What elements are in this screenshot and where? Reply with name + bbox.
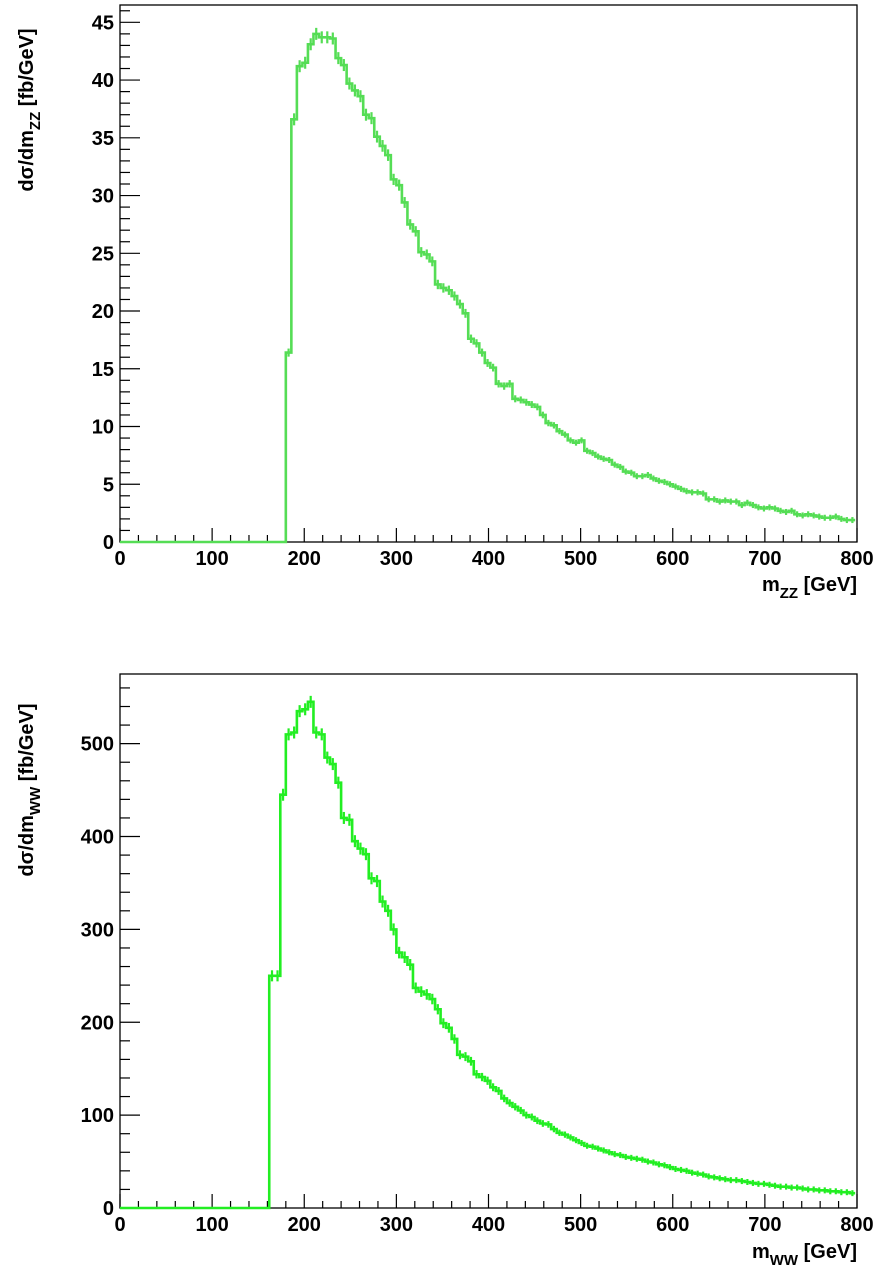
x-tick-label: 200 xyxy=(288,1214,321,1236)
y-axis-title-unit: [fb/GeV] xyxy=(16,703,38,786)
y-axis-title: dσ/dmWW [fb/GeV] xyxy=(16,703,44,876)
x-tick-label: 400 xyxy=(472,1214,505,1236)
x-axis-title-sub: ZZ xyxy=(780,585,798,602)
x-tick-label: 300 xyxy=(380,1214,413,1236)
y-axis-title-unit: [fb/GeV] xyxy=(16,28,38,111)
histogram-series xyxy=(120,702,855,1208)
x-tick-label: 100 xyxy=(195,1214,228,1236)
x-axis-title: mZZ [GeV] xyxy=(762,574,857,602)
y-tick-label: 500 xyxy=(81,734,114,756)
x-tick-label: 400 xyxy=(472,548,505,570)
y-tick-label: 200 xyxy=(81,1012,114,1034)
y-tick-label: 15 xyxy=(92,359,114,381)
x-tick-label: 600 xyxy=(656,548,689,570)
y-tick-label: 400 xyxy=(81,827,114,849)
plot-frame xyxy=(120,5,857,542)
y-tick-label: 35 xyxy=(92,128,114,150)
x-axis-title-main: m xyxy=(752,1241,770,1263)
y-axis-title-sub: ZZ xyxy=(27,112,44,130)
x-tick-label: 100 xyxy=(195,548,228,570)
x-tick-label: 0 xyxy=(114,1214,125,1236)
x-axis-title-sub: WW xyxy=(770,1252,799,1269)
ww-plot: 0 100 200 300 400 500 600 700 800 0 100 200 300 400 50… xyxy=(16,674,874,1269)
y-tick-label: 0 xyxy=(103,532,114,554)
x-tick-label: 700 xyxy=(748,1214,781,1236)
y-tick-label: 100 xyxy=(81,1105,114,1127)
zz-plot: 0 100 200 300 400 500 600 700 800 0 5 10 15 20 25 30 35 4… xyxy=(16,5,874,602)
x-tick-label: 200 xyxy=(288,548,321,570)
x-tick-label: 500 xyxy=(564,548,597,570)
x-axis-title-unit: [GeV] xyxy=(798,1241,857,1263)
y-axis-title-main: dσ/dm xyxy=(16,815,38,876)
x-axis-title-main: m xyxy=(762,574,780,596)
x-tick-label: 0 xyxy=(114,548,125,570)
plot-frame xyxy=(120,674,857,1208)
x-tick-label: 800 xyxy=(840,1214,873,1236)
x-tick-label: 500 xyxy=(564,1214,597,1236)
y-axis-title-sub: WW xyxy=(27,786,44,815)
y-tick-label: 0 xyxy=(103,1198,114,1220)
x-tick-label: 800 xyxy=(840,548,873,570)
x-tick-label: 600 xyxy=(656,1214,689,1236)
y-axis-title: dσ/dmZZ [fb/GeV] xyxy=(16,28,44,191)
y-tick-label: 5 xyxy=(103,474,114,496)
y-tick-label: 10 xyxy=(92,417,114,439)
y-tick-label: 40 xyxy=(92,70,114,92)
y-tick-label: 25 xyxy=(92,243,114,265)
y-tick-label: 45 xyxy=(92,12,114,34)
y-tick-label: 30 xyxy=(92,186,114,208)
y-axis-title-main: dσ/dm xyxy=(16,130,38,191)
x-tick-label: 300 xyxy=(380,548,413,570)
histogram-series xyxy=(120,34,855,542)
x-axis-title: mWW [GeV] xyxy=(752,1241,857,1269)
x-tick-label: 700 xyxy=(748,548,781,570)
y-tick-label: 20 xyxy=(92,301,114,323)
x-axis-title-unit: [GeV] xyxy=(798,574,857,596)
y-tick-label: 300 xyxy=(81,919,114,941)
